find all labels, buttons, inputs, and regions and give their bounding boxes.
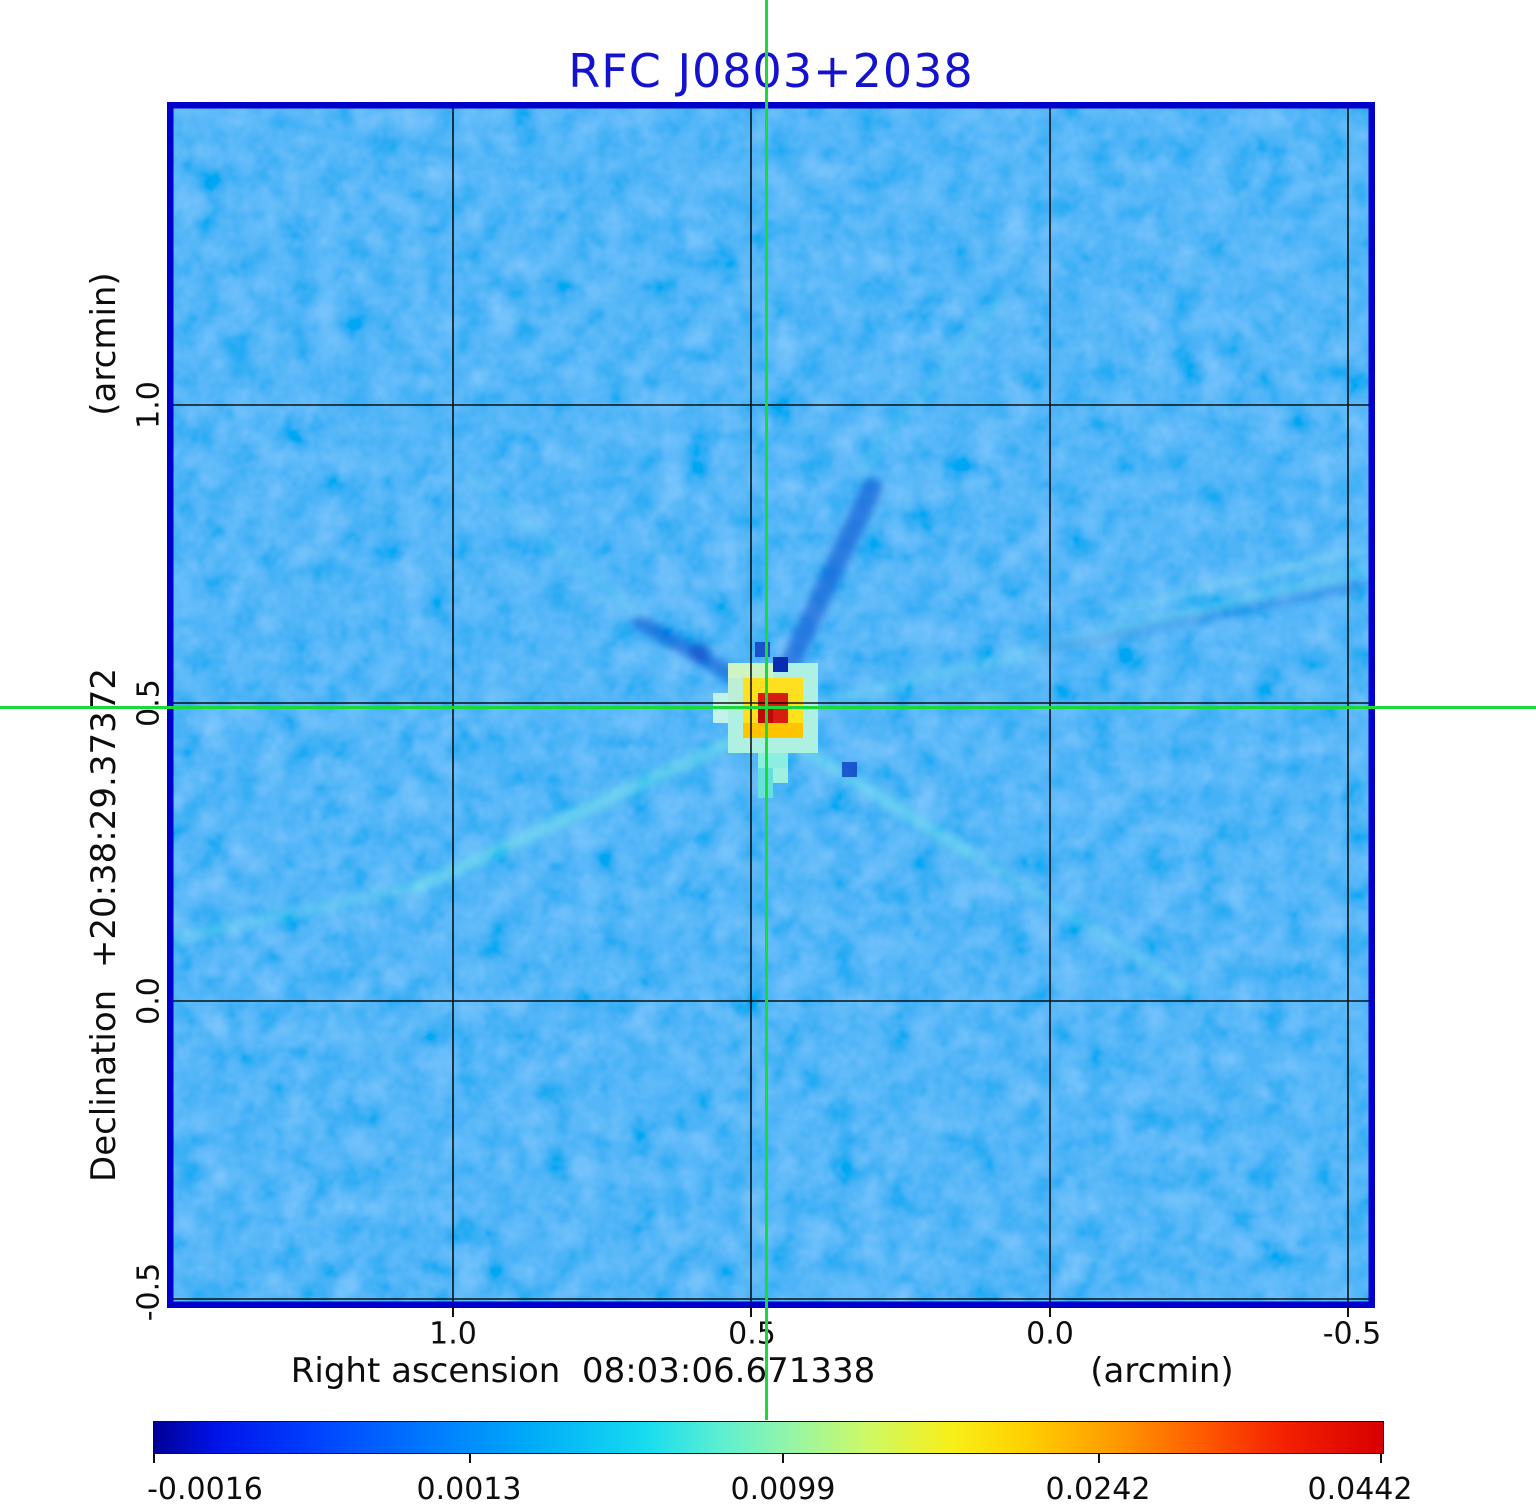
coordinate-grid bbox=[170, 105, 1372, 1305]
y-tick-label-m0_5: -0.5 bbox=[131, 1262, 167, 1322]
x-tick-label-1_0: 1.0 bbox=[429, 1316, 477, 1352]
colorbar-label-3: 0.0242 bbox=[1045, 1472, 1151, 1507]
x-tickmark-m0_5 bbox=[1347, 1305, 1349, 1317]
colorbar-label-0: -0.0016 bbox=[147, 1472, 263, 1507]
crosshair-horizontal-line bbox=[0, 706, 1536, 709]
y-tick-label-0_5: 0.5 bbox=[131, 679, 167, 727]
colorbar-label-1: 0.0013 bbox=[416, 1472, 522, 1507]
sidelobe-streaks bbox=[170, 295, 1375, 995]
colorbar-tick-4 bbox=[1380, 1454, 1382, 1463]
colorbar-label-4: 0.0442 bbox=[1307, 1472, 1413, 1507]
x-axis-label: Right ascension 08:03:06.671338 bbox=[290, 1351, 876, 1391]
colorbar-tick-1 bbox=[469, 1454, 471, 1463]
x-tickmark-0_5 bbox=[750, 1305, 752, 1317]
colorbar-gradient bbox=[153, 1421, 1384, 1454]
y-tick-label-1_0: 1.0 bbox=[131, 381, 167, 429]
x-tick-label-m0_5: -0.5 bbox=[1322, 1316, 1382, 1352]
x-axis-unit-label: (arcmin) bbox=[1090, 1351, 1234, 1391]
colorbar-tick-2 bbox=[782, 1454, 784, 1463]
y-axis-label: Declination +20:38:29.37372 bbox=[84, 668, 124, 1182]
x-tickmark-0_0 bbox=[1049, 1305, 1051, 1317]
x-tickmark-1_0 bbox=[452, 1305, 454, 1317]
y-axis-unit-label: (arcmin) bbox=[84, 272, 124, 416]
colorbar-tick-0 bbox=[153, 1454, 155, 1463]
plot-border bbox=[167, 102, 1375, 1308]
sky-map-plot bbox=[167, 102, 1375, 1308]
crosshair-vertical-line bbox=[765, 0, 768, 1420]
x-tick-label-0_0: 0.0 bbox=[1026, 1316, 1074, 1352]
colorbar-label-2: 0.0099 bbox=[730, 1472, 836, 1507]
page-title: RFC J0803+2038 bbox=[568, 44, 974, 98]
y-tick-label-0_0: 0.0 bbox=[131, 977, 167, 1025]
x-tick-label-0_5: 0.5 bbox=[728, 1316, 776, 1352]
colorbar-tick-3 bbox=[1098, 1454, 1100, 1463]
